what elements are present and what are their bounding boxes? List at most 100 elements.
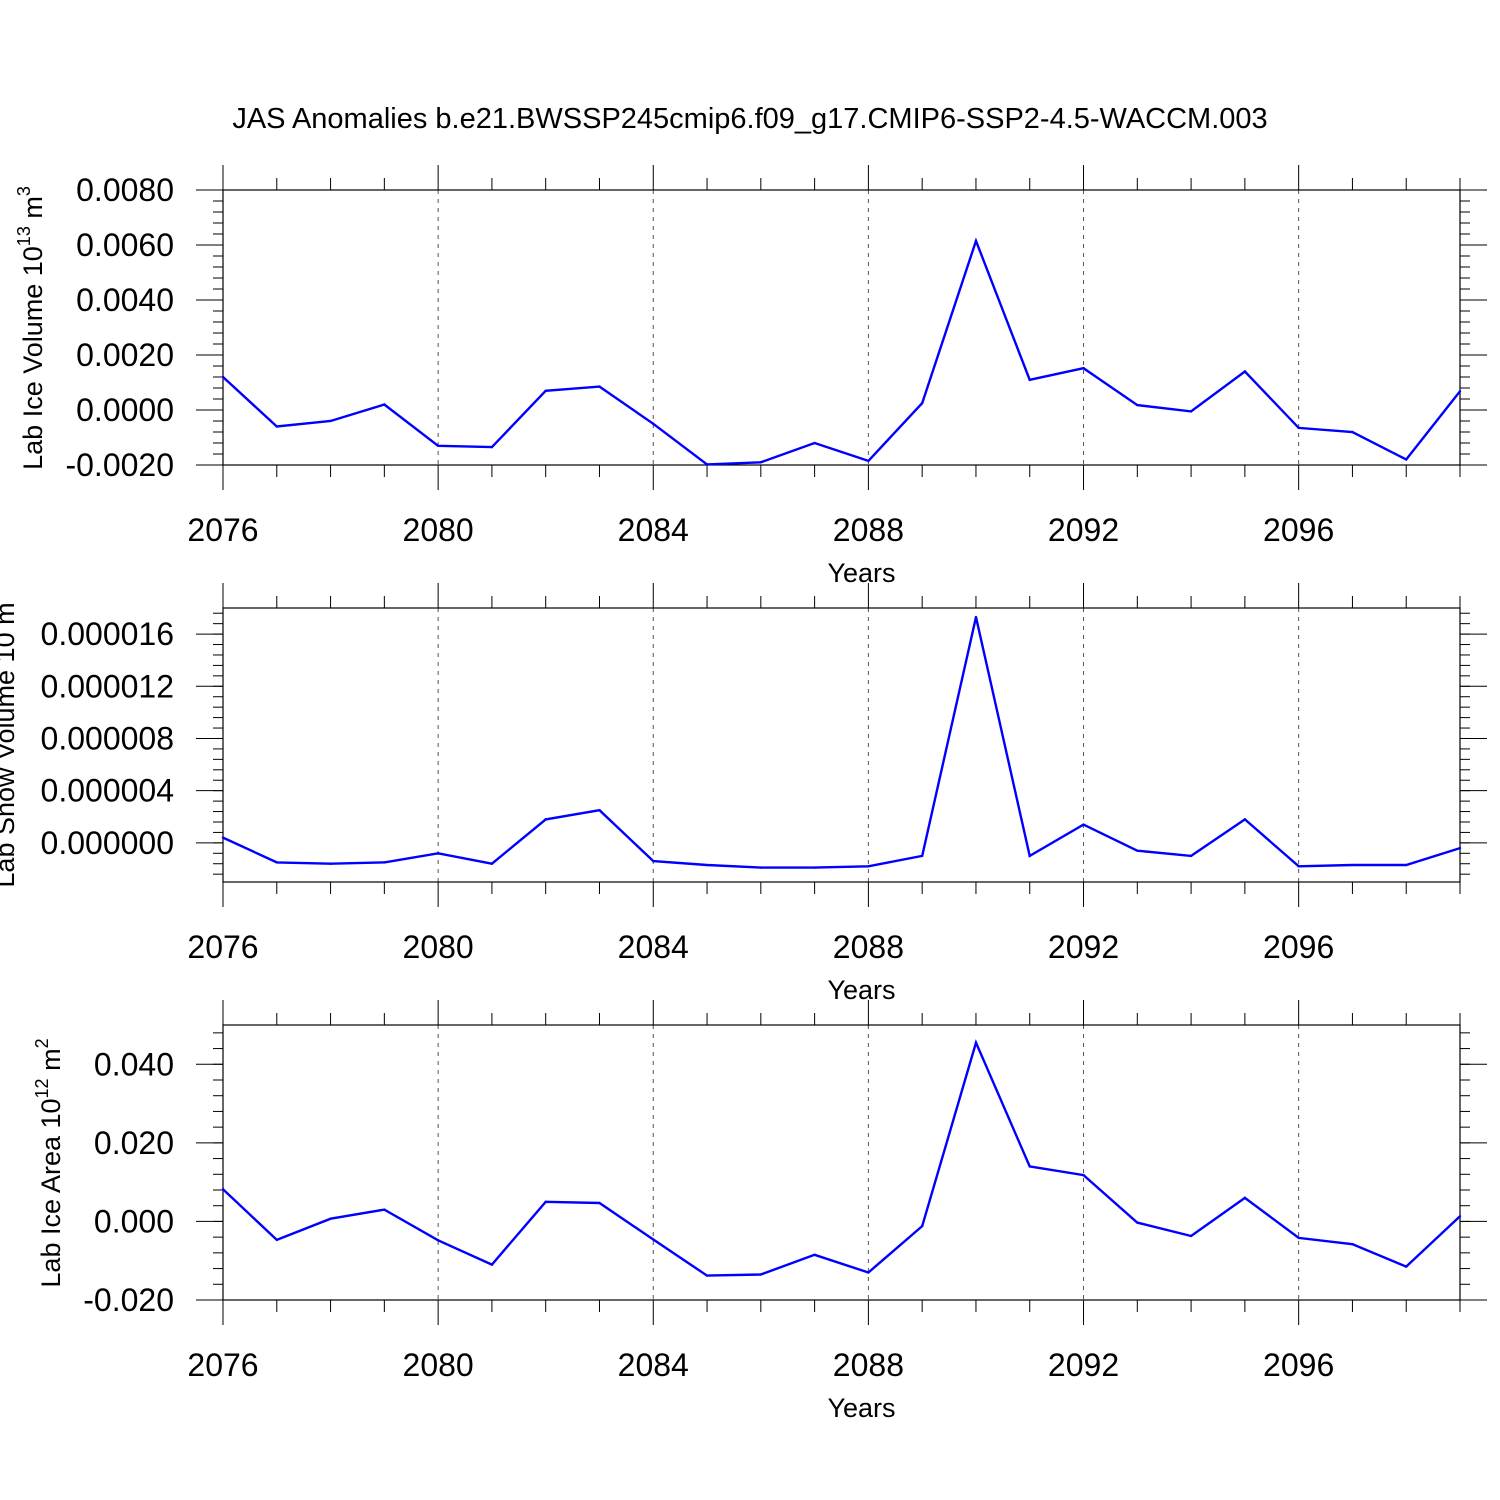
data-point [920, 854, 924, 858]
data-point [1028, 854, 1031, 858]
data-point [652, 859, 655, 863]
data-point [275, 861, 278, 864]
x-tick-label: 2080 [403, 512, 474, 548]
data-point [1082, 367, 1085, 370]
data-point [1458, 846, 1462, 850]
data-point [652, 1238, 655, 1241]
y-tick-label: 0.020 [94, 1125, 174, 1161]
y-tick-label: 0.040 [94, 1046, 174, 1082]
data-point [1082, 1173, 1085, 1177]
y-tick-label: 0.000000 [41, 825, 174, 861]
data-point [1351, 863, 1354, 867]
x-tick-label: 2088 [833, 929, 904, 965]
data-point [329, 1217, 332, 1220]
x-tick-label: 2084 [618, 512, 689, 548]
data-point [598, 385, 601, 388]
plot-frame [222, 189, 1461, 466]
y-axis-title: Lab Ice Volume 1013 m3 [14, 186, 48, 470]
data-point [1136, 403, 1139, 407]
data-point [383, 403, 386, 406]
data-point [1351, 1243, 1354, 1246]
data-point [1189, 854, 1193, 858]
data-point [813, 866, 816, 869]
data-point [490, 862, 494, 865]
data-point [920, 401, 924, 405]
data-point [1458, 390, 1462, 393]
data-point [598, 809, 601, 812]
data-point [974, 239, 978, 243]
data-point [1028, 1165, 1031, 1168]
data-point [867, 459, 870, 463]
x-tick-label: 2076 [187, 512, 258, 548]
data-point [275, 425, 278, 428]
data-point [652, 422, 655, 425]
data-point [1405, 1265, 1408, 1268]
data-point [1458, 1215, 1462, 1218]
data-point [383, 861, 386, 864]
x-tick-label: 2096 [1263, 1347, 1334, 1383]
x-tick-label: 2088 [833, 1347, 904, 1383]
x-axis-title: Years [827, 558, 895, 588]
data-point [221, 1188, 225, 1191]
y-tick-label: -0.0020 [65, 447, 174, 483]
y-tick-label: -0.020 [83, 1282, 174, 1318]
data-point [867, 865, 870, 868]
data-point [383, 1208, 386, 1211]
x-tick-label: 2092 [1048, 512, 1119, 548]
panel-3: 2076 2080 2084 2088 2092 2096 -0.020 0.000 0.020… [32, 1000, 1487, 1423]
data-point [1028, 378, 1031, 381]
panels: 2076 2080 2084 2088 2092 2096 -0.0020 0.0000 0.0… [0, 165, 1487, 1423]
x-tick-label: 2076 [187, 1347, 258, 1383]
x-axis-title: Years [827, 975, 895, 1005]
data-point [544, 1200, 547, 1203]
series-line [222, 1039, 1461, 1277]
data-point [598, 1201, 601, 1205]
panel-1: 2076 2080 2084 2088 2092 2096 -0.0020 0.0000 0.0… [14, 165, 1487, 588]
data-point [705, 863, 709, 867]
y-tick-label: 0.0020 [76, 337, 174, 373]
x-tick-label: 2096 [1263, 512, 1334, 548]
x-tick-label: 2092 [1048, 929, 1119, 965]
data-point [1297, 865, 1300, 868]
y-axis-title: Lab Snow Volume 10 m [0, 602, 20, 887]
y-tick-label: 0.0060 [76, 227, 174, 263]
x-tick-label: 2084 [618, 929, 689, 965]
y-tick-label: 0.000008 [41, 720, 174, 756]
data-point [1136, 1221, 1139, 1224]
figure-title: JAS Anomalies b.e21.BWSSP245cmip6.f09_g1… [232, 103, 1267, 135]
data-point [867, 1271, 870, 1274]
y-tick-label: 0.0080 [76, 172, 174, 208]
x-axis-title: Years [827, 1393, 895, 1423]
data-point [1136, 849, 1139, 852]
x-tick-label: 2088 [833, 512, 904, 548]
data-point [759, 461, 763, 464]
data-point [1351, 430, 1354, 434]
x-tick-label: 2084 [618, 1347, 689, 1383]
data-point [1082, 823, 1085, 826]
data-point [490, 445, 494, 449]
x-tick-label: 2076 [187, 929, 258, 965]
data-point [1243, 818, 1247, 821]
data-point [759, 1273, 763, 1276]
data-point [490, 1263, 494, 1266]
y-tick-label: 0.000 [94, 1203, 174, 1239]
plot-frame [222, 607, 1461, 883]
y-tick-label: 0.0040 [76, 282, 174, 318]
data-point [436, 1239, 440, 1242]
y-tick-label: 0.000004 [41, 773, 174, 809]
data-point [1189, 1234, 1193, 1238]
data-point [974, 1041, 978, 1044]
data-point [705, 1274, 709, 1277]
y-tick-label: 0.000016 [41, 616, 174, 652]
x-tick-label: 2096 [1263, 929, 1334, 965]
y-tick-label: 0.000012 [41, 668, 174, 704]
data-point [544, 818, 547, 821]
series-line [222, 616, 1461, 869]
data-point [1243, 1196, 1247, 1200]
data-point [329, 862, 332, 865]
panel-2: 2076 2080 2084 2088 2092 2096 0.000000 0.000004… [0, 583, 1487, 1005]
data-point [920, 1224, 924, 1228]
data-point [436, 444, 440, 447]
x-tick-label: 2080 [403, 929, 474, 965]
